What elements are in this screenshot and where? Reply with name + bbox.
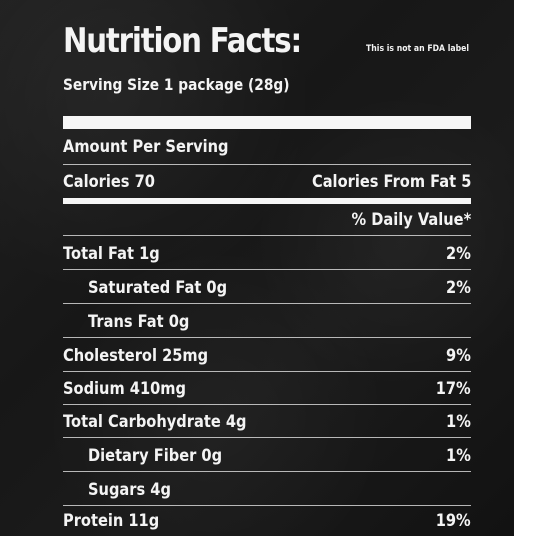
nutrient-divider	[63, 471, 471, 472]
cholesterol-dv: 9%	[446, 346, 471, 366]
saturated-fat-label: Saturated Fat 0g	[88, 278, 228, 298]
dietary-fiber-label: Dietary Fiber 0g	[88, 446, 223, 466]
cholesterol-label: Cholesterol 25mg	[63, 346, 209, 366]
nutrient-divider	[63, 303, 471, 304]
nutrient-divider	[63, 404, 471, 405]
total-fat-dv: 2%	[446, 244, 471, 264]
label-title: Nutrition Facts:	[63, 21, 302, 61]
amount-divider	[63, 164, 471, 165]
disclaimer-text: This is not an FDA label	[366, 44, 470, 54]
top-thick-divider	[63, 116, 471, 129]
calories-label: Calories 70	[63, 172, 155, 192]
mid-thick-divider	[63, 198, 471, 204]
serving-size: Serving Size 1 package (28g)	[63, 75, 290, 94]
saturated-fat-dv: 2%	[446, 278, 471, 298]
sodium-label: Sodium 410mg	[63, 379, 187, 399]
nutrient-divider	[63, 337, 471, 338]
daily-value-header: % Daily Value*	[351, 210, 471, 230]
nutrient-divider	[63, 505, 471, 506]
dietary-fiber-dv: 1%	[446, 446, 471, 466]
sugars-label: Sugars 4g	[88, 480, 171, 500]
amount-per-serving: Amount Per Serving	[63, 137, 229, 157]
total-carbohydrate-label: Total Carbohydrate 4g	[63, 412, 247, 432]
sodium-dv: 17%	[435, 379, 471, 399]
nutrient-divider	[63, 371, 471, 372]
protein-dv: 19%	[435, 511, 471, 531]
total-fat-label: Total Fat 1g	[63, 244, 160, 264]
nutrition-label: Nutrition Facts: This is not an FDA labe…	[0, 0, 514, 536]
calories-from-fat: Calories From Fat 5	[311, 172, 471, 192]
protein-label: Protein 11g	[63, 511, 160, 531]
trans-fat-label: Trans Fat 0g	[88, 312, 190, 332]
total-carbohydrate-dv: 1%	[446, 412, 471, 432]
nutrient-divider	[63, 269, 471, 270]
nutrient-divider	[63, 437, 471, 438]
daily-value-divider	[63, 235, 471, 236]
